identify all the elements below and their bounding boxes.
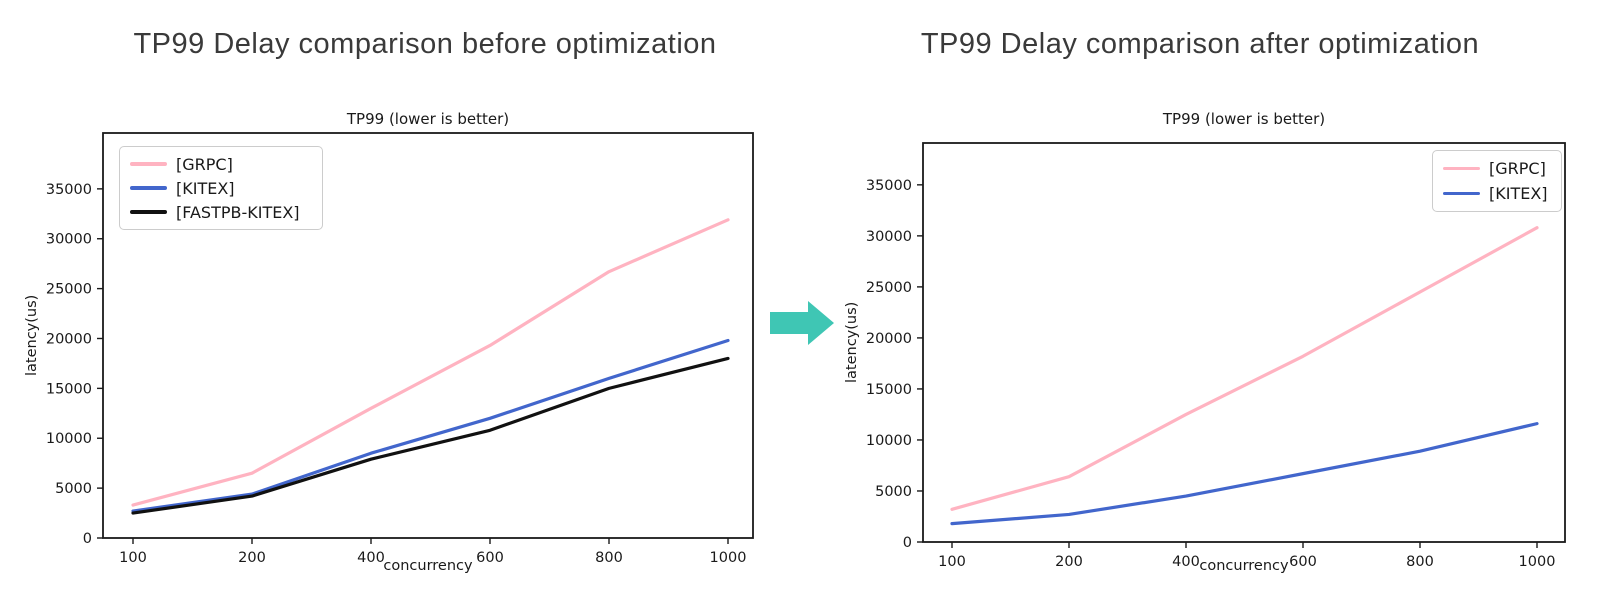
kitex-line-swatch — [130, 186, 167, 190]
svg-text:200: 200 — [1055, 554, 1083, 570]
fastpb-kitex-line-swatch — [130, 210, 167, 214]
legend-label-grpc: [GRPC] — [176, 154, 233, 174]
svg-text:100: 100 — [119, 550, 147, 566]
legend-item-kitex: [KITEX] — [1443, 184, 1549, 203]
svg-text:400: 400 — [1172, 554, 1200, 570]
legend-item-grpc: [GRPC] — [130, 155, 310, 174]
svg-text:30000: 30000 — [46, 232, 92, 248]
legend-item-kitex: [KITEX] — [130, 179, 310, 198]
legend-before: [GRPC] [KITEX] [FASTPB-KITEX] — [119, 146, 323, 230]
grpc-line-swatch — [1443, 166, 1480, 171]
heading-before-optimization: TP99 Delay comparison before optimizatio… — [133, 28, 717, 60]
svg-text:20000: 20000 — [866, 331, 912, 347]
legend-label-kitex: [KITEX] — [176, 178, 235, 198]
svg-text:600: 600 — [1289, 554, 1317, 570]
svg-text:35000: 35000 — [866, 178, 912, 194]
svg-text:0: 0 — [903, 535, 912, 551]
y-axis-label-after: latency(us) — [844, 301, 860, 383]
svg-text:1000: 1000 — [1519, 554, 1556, 570]
legend-item-fastpb-kitex: [FASTPB-KITEX] — [130, 203, 310, 222]
chart-title-before: TP99 (lower is better) — [346, 110, 510, 128]
svg-text:10000: 10000 — [866, 433, 912, 449]
legend-label-fastpb-kitex: [FASTPB-KITEX] — [176, 202, 300, 222]
plot-area-before: 0 5000 10000 15000 20000 25000 30000 35000 100 20… — [46, 132, 754, 566]
svg-text:15000: 15000 — [866, 382, 912, 398]
x-axis-label-after: concurrency — [1199, 558, 1289, 574]
chart-title-after: TP99 (lower is better) — [1162, 110, 1326, 128]
svg-text:800: 800 — [595, 550, 623, 566]
svg-text:400: 400 — [357, 550, 385, 566]
svg-text:10000: 10000 — [46, 431, 92, 447]
legend-item-grpc: [GRPC] — [1443, 159, 1549, 178]
svg-text:600: 600 — [476, 550, 504, 566]
svg-text:30000: 30000 — [866, 229, 912, 245]
heading-after-optimization: TP99 Delay comparison after optimization — [920, 28, 1480, 60]
svg-text:15000: 15000 — [46, 381, 92, 397]
svg-text:35000: 35000 — [46, 182, 92, 198]
svg-text:200: 200 — [238, 550, 266, 566]
legend-after: [GRPC] [KITEX] — [1432, 150, 1562, 212]
svg-text:5000: 5000 — [875, 484, 912, 500]
svg-text:800: 800 — [1406, 554, 1434, 570]
legend-label-kitex: [KITEX] — [1489, 184, 1548, 203]
x-axis-label-before: concurrency — [383, 558, 473, 574]
kitex-line-swatch — [1443, 191, 1480, 196]
svg-text:25000: 25000 — [46, 282, 92, 298]
svg-text:20000: 20000 — [46, 331, 92, 347]
grpc-line-swatch — [130, 162, 167, 166]
svg-text:100: 100 — [938, 554, 966, 570]
svg-text:25000: 25000 — [866, 280, 912, 296]
before-after-arrow-icon — [770, 301, 834, 345]
legend-label-grpc: [GRPC] — [1489, 159, 1546, 178]
svg-text:0: 0 — [83, 531, 92, 547]
svg-text:1000: 1000 — [710, 550, 747, 566]
svg-text:5000: 5000 — [55, 481, 92, 497]
y-axis-label-before: latency(us) — [24, 294, 40, 376]
plot-area-after: 0 5000 10000 15000 20000 25000 30000 35000 100 20… — [866, 142, 1566, 570]
